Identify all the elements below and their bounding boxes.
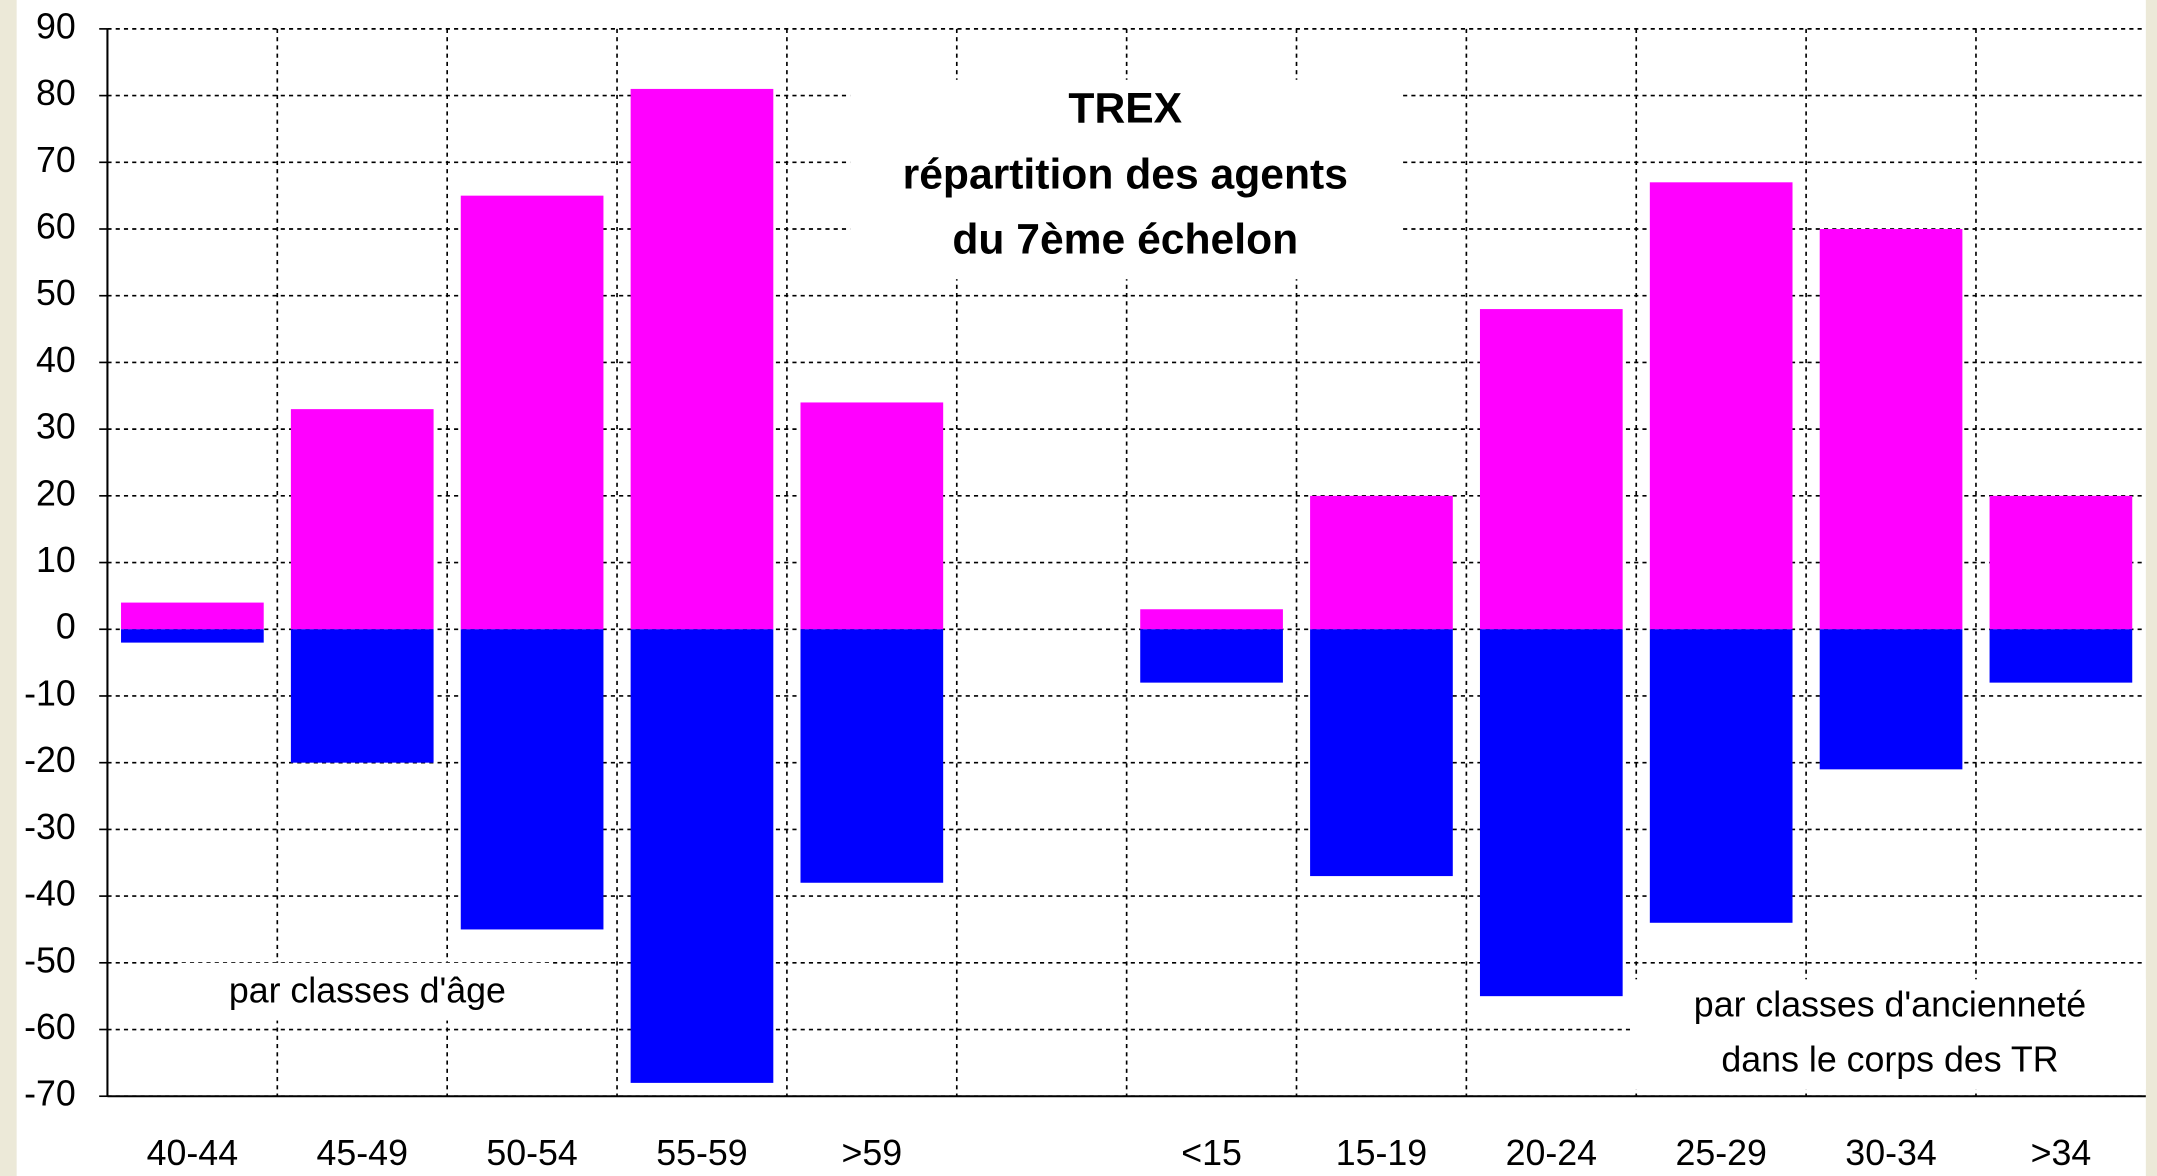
y-tick-label: 70: [36, 140, 76, 180]
bar: [290, 629, 434, 763]
y-tick-label: 30: [36, 407, 76, 447]
bar: [1310, 629, 1453, 877]
annotation-background: [1630, 979, 2146, 1090]
bars: [121, 88, 2133, 1083]
bar: [800, 402, 944, 630]
chart-title: répartition des agents: [903, 151, 1348, 199]
bar: [1479, 629, 1623, 997]
y-tick-label: 20: [36, 473, 76, 513]
x-tick-label: 40-44: [147, 1133, 238, 1173]
y-tick-label: 80: [36, 73, 76, 113]
x-tick-label: >34: [2031, 1133, 2092, 1173]
x-tick-label: 20-24: [1506, 1133, 1597, 1173]
x-tick-label: 50-54: [486, 1133, 577, 1173]
y-tick-label: -50: [24, 940, 76, 980]
grid: [99, 28, 2146, 1098]
annotation: par classes d'âge: [229, 971, 506, 1011]
y-tick-label: 50: [36, 273, 76, 313]
bar: [1989, 495, 2133, 630]
bar: [1140, 609, 1283, 630]
bar: [121, 629, 264, 643]
x-tick-label: 45-49: [317, 1133, 408, 1173]
y-tick-label: -30: [24, 807, 76, 847]
x-tick-label: 30-34: [1845, 1133, 1936, 1173]
bar: [1140, 629, 1283, 683]
bar: [1989, 629, 2133, 683]
y-tick-label: -10: [24, 673, 76, 713]
x-tick-label: 25-29: [1675, 1133, 1766, 1173]
y-tick-label: -20: [24, 740, 76, 780]
x-tick-label: >59: [842, 1133, 903, 1173]
y-tick-label: 60: [36, 206, 76, 246]
bar: [630, 88, 774, 630]
bar: [1819, 229, 1963, 630]
bar: [630, 629, 774, 1083]
x-tick-label: <15: [1181, 1133, 1242, 1173]
y-tick-label: 10: [36, 540, 76, 580]
bar: [1649, 182, 1793, 630]
y-tick-label: -60: [24, 1007, 76, 1047]
bar: [1819, 629, 1963, 770]
bar: [460, 629, 604, 930]
bar: [800, 629, 944, 883]
chart-title: du 7ème échelon: [952, 215, 1298, 263]
x-tick-label: 15-19: [1336, 1133, 1427, 1173]
bar: [1649, 629, 1793, 923]
annotation: dans le corps des TR: [1721, 1039, 2058, 1079]
bar: [290, 409, 434, 630]
y-tick-label: 0: [56, 607, 76, 647]
bar: [1479, 309, 1623, 630]
bar: [1310, 495, 1453, 630]
bar: [121, 602, 264, 630]
y-tick-label: 40: [36, 340, 76, 380]
bar: [460, 195, 604, 630]
title-background: [850, 79, 1401, 280]
y-tick-label: 90: [36, 6, 76, 46]
y-tick-label: -70: [24, 1074, 76, 1114]
annotation: par classes d'ancienneté: [1694, 984, 2086, 1024]
chart-title: TREX: [1068, 85, 1182, 133]
y-tick-label: -40: [24, 874, 76, 914]
annotation-background: [178, 962, 551, 1021]
x-tick-label: 55-59: [656, 1133, 747, 1173]
